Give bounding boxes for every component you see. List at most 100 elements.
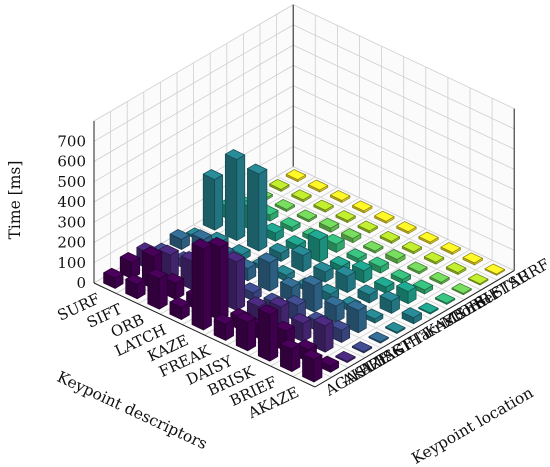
bar-face-top [379, 230, 400, 242]
bar-face-top [346, 300, 367, 311]
bar-face-top [285, 169, 307, 181]
wall-grid-line [293, 65, 515, 170]
bar-face-top [401, 307, 422, 319]
bar-face-top [318, 217, 340, 229]
bar-face-top [351, 341, 373, 353]
bar-face-top [257, 304, 279, 315]
bar-latch-surf [352, 200, 373, 214]
wall-grid-line [293, 44, 515, 150]
z-tick-label: 600 [57, 153, 86, 171]
bar-face-top [208, 231, 229, 243]
bar-face-top [396, 281, 417, 292]
y-axis-title: Keypoint location [409, 384, 537, 467]
bar-face-top [401, 241, 423, 253]
floor-grid-line [276, 175, 498, 281]
bar-face-top [484, 263, 505, 275]
bar-face-top [169, 229, 190, 240]
floor-grid-line [193, 224, 415, 330]
bar-face-right [203, 243, 212, 331]
bar-face-top [274, 199, 295, 210]
bar-face-top [213, 313, 234, 325]
bar-face-top [324, 295, 345, 307]
bar-face-top [224, 251, 246, 263]
bar-face-top [280, 276, 301, 288]
bar-face-top [164, 272, 185, 284]
bar-face-top [357, 284, 378, 296]
wall-grid-line [293, 125, 515, 231]
bar-daisy-orb [368, 256, 389, 274]
bar-face-right [258, 169, 268, 252]
bar-brief-brisk [313, 315, 334, 353]
bar-akaze-star [468, 273, 489, 286]
bar-face-top [241, 282, 262, 294]
bar-face-top [103, 267, 124, 279]
bar-face-top [274, 264, 295, 276]
bar-face-top [446, 262, 467, 273]
bar-face-top [412, 279, 434, 291]
bar-face-top [390, 269, 411, 280]
bar-face-top [352, 200, 373, 212]
bar-face-top [313, 199, 334, 211]
bar-face-top [291, 313, 312, 324]
bar-face-right [313, 280, 323, 313]
bar-face-top [363, 240, 384, 252]
bar-face-top [302, 349, 323, 361]
bar-face-top [246, 296, 268, 308]
bar-face-top [385, 321, 406, 333]
bar-daisy-sift [385, 249, 406, 264]
bar-face-top [324, 233, 345, 245]
bar-face-left [191, 243, 204, 331]
bar-brisk-kaze [357, 284, 378, 304]
bar-kaze-mser [307, 229, 329, 263]
bar-orb-akaze [164, 272, 185, 300]
bar-face-top [291, 245, 312, 256]
wall-grid-line [93, 44, 294, 162]
bar-surf-akaze [119, 252, 141, 280]
z-tick-label: 200 [57, 234, 86, 252]
bar-face-top [291, 189, 312, 201]
bar-latch-sift [318, 217, 340, 233]
bar-face-top [352, 260, 373, 272]
z-tick-label: 0 [76, 274, 86, 292]
bar-akaze-brisk [335, 350, 356, 363]
bar-face-left [257, 308, 271, 362]
bar-face-top [191, 238, 212, 250]
bar-akaze-sift [451, 283, 472, 296]
z-tick-label: 100 [57, 254, 86, 272]
bar-akaze-surf [484, 263, 505, 276]
axis-edge [93, 282, 316, 388]
z-tick-label: 300 [57, 213, 86, 231]
bar-daisy-kaze [335, 265, 356, 293]
bar-face-top [307, 229, 329, 241]
bar-face-right [247, 317, 257, 352]
z-tick-label: 500 [57, 173, 86, 191]
bar-face-top [224, 149, 246, 160]
bar-face-left [235, 316, 249, 352]
bar-face-top [235, 312, 257, 323]
bar-face-top [280, 217, 301, 228]
bar-face-top [318, 283, 340, 295]
bar-face-left [147, 273, 160, 310]
bar-orb-kaze [247, 163, 268, 252]
bar-face-top [368, 256, 389, 268]
bar-face-top [269, 178, 290, 190]
bar-face-top [329, 255, 351, 267]
z-axis-title: Time [ms] [6, 161, 24, 240]
bar-face-top [440, 242, 461, 253]
bar-daisy-mser [352, 260, 373, 284]
bar-face-top [468, 273, 489, 285]
bar-face-top [158, 244, 179, 256]
bar-face-top [418, 302, 439, 314]
wall-grid-line [293, 4, 515, 109]
wall-grid-line [93, 24, 294, 142]
bar-face-top [285, 235, 306, 246]
bar-brisk-mser [374, 276, 395, 294]
bar-face-left [224, 153, 238, 241]
bar-daisy-surf [418, 231, 439, 245]
bar-face-top [269, 296, 290, 308]
bar-brisk-star [423, 251, 445, 265]
bar-face-top [296, 209, 318, 221]
bar-face-top [368, 331, 389, 343]
bar-face-top [202, 169, 224, 180]
bar-latch-agast [169, 297, 190, 320]
